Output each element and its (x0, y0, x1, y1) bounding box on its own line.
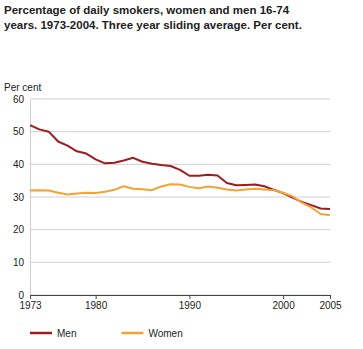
y-tick: 50 (13, 126, 30, 137)
y-tick-label: 20 (13, 224, 25, 235)
y-tick-label: 60 (13, 94, 25, 105)
x-tick: 2005 (319, 295, 342, 311)
x-tick-label: 2000 (273, 300, 296, 311)
y-tick-label: 10 (13, 257, 25, 268)
x-tick-label: 1990 (179, 300, 202, 311)
plot: 0 10 20 30 40 50 60 1973 1980 1990 2000 2005 (13, 94, 342, 311)
grid-line (30, 99, 330, 100)
title-line: years. 1973-2004. Three year sliding ave… (4, 19, 302, 31)
x-tick: 1980 (85, 295, 108, 311)
lines (30, 125, 330, 215)
legend-swatch (30, 332, 52, 335)
grid-line (30, 229, 330, 230)
x-tick-label: 1973 (19, 300, 42, 311)
y-tick: 0 (18, 290, 30, 301)
legend-label: Men (57, 328, 76, 339)
x-tick-label: 2005 (319, 300, 342, 311)
legend-label: Women (148, 328, 182, 339)
legend-swatch (121, 332, 143, 335)
y-tick-label: 40 (13, 159, 25, 170)
grid-line (30, 164, 330, 165)
y-axis-line (30, 100, 31, 296)
y-tick: 40 (13, 159, 30, 170)
x-tick-label: 1980 (85, 300, 108, 311)
y-tick: 20 (13, 224, 30, 235)
title-line: Percentage of daily smokers, women and m… (4, 4, 290, 16)
series-line (30, 184, 330, 215)
chart: Percentage of daily smokers, women and m… (0, 0, 363, 349)
x-tick-mark (283, 295, 284, 299)
title: Percentage of daily smokers, women and m… (4, 4, 302, 31)
x-tick: 1973 (19, 295, 42, 311)
y-tick-label: 0 (18, 290, 24, 301)
x-axis-line (31, 295, 331, 296)
x-tick: 2000 (273, 295, 296, 311)
y-tick-label: 50 (13, 126, 25, 137)
y-tick: 30 (13, 192, 30, 203)
y-axis-title: Per cent (4, 82, 41, 93)
legend: Men Women (30, 328, 183, 339)
grid-line (30, 197, 330, 198)
grid (30, 99, 330, 295)
x-axis: 1973 1980 1990 2000 2005 (19, 295, 342, 311)
x-tick-mark (189, 295, 190, 299)
x-tick-mark (330, 295, 331, 299)
grid-line (30, 262, 330, 263)
y-axis: 0 10 20 30 40 50 60 (13, 94, 31, 301)
x-tick-mark (30, 295, 31, 299)
x-tick: 1990 (179, 295, 202, 311)
y-tick-label: 30 (13, 192, 25, 203)
grid-line (30, 295, 330, 296)
y-tick: 10 (13, 257, 30, 268)
y-tick: 60 (13, 94, 30, 105)
grid-line (30, 131, 330, 132)
x-tick-mark (96, 295, 97, 299)
series-line (30, 125, 330, 209)
